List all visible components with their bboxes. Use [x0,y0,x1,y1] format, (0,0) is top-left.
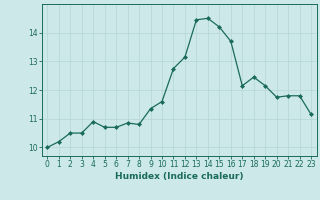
X-axis label: Humidex (Indice chaleur): Humidex (Indice chaleur) [115,172,244,181]
